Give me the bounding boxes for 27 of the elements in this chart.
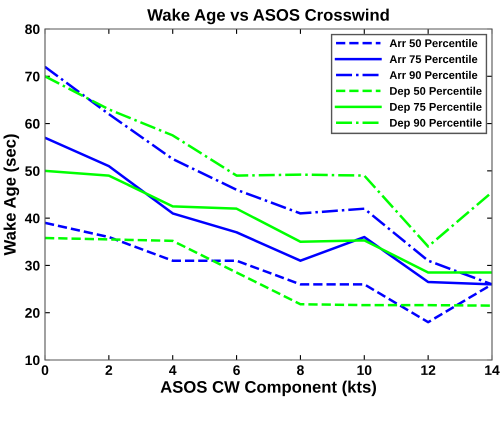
y-tick-label: 40: [24, 213, 40, 224]
x-tick-label: 0: [42, 365, 48, 376]
chart-title: Wake Age vs ASOS Crosswind: [147, 8, 389, 24]
legend-label: Arr 90 Percentile: [390, 70, 478, 79]
legend-label: Dep 90 Percentile: [390, 118, 482, 129]
legend-label: Arr 75 Percentile: [390, 54, 478, 64]
x-tick-label: 4: [169, 365, 176, 375]
line-series: [45, 170, 492, 274]
y-tick-label: 30: [25, 260, 40, 271]
y-tick-label: 10: [26, 355, 40, 366]
legend-label: Arr 50 Percentile: [390, 39, 478, 48]
legend-label: Dep 50 Percentile: [390, 86, 482, 98]
line-series: [45, 236, 492, 307]
x-tick-label: 14: [485, 365, 500, 375]
y-tick-label: 20: [25, 308, 40, 318]
x-tick-label: 6: [233, 365, 240, 376]
y-tick-label: 60: [25, 118, 40, 129]
x-tick-label: 8: [297, 365, 304, 376]
x-tick-label: 12: [421, 365, 436, 375]
x-tick-label: 10: [357, 365, 372, 376]
y-axis-title: Wake Age (sec): [4, 134, 20, 256]
x-axis-title: ASOS CW Component (kts): [160, 380, 376, 396]
x-tick-label: 2: [105, 365, 112, 375]
legend-label: Dep 75 Percentile: [390, 102, 482, 114]
y-tick-label: 50: [25, 166, 40, 176]
y-tick-label: 80: [25, 24, 40, 34]
y-tick-label: 70: [25, 72, 40, 82]
